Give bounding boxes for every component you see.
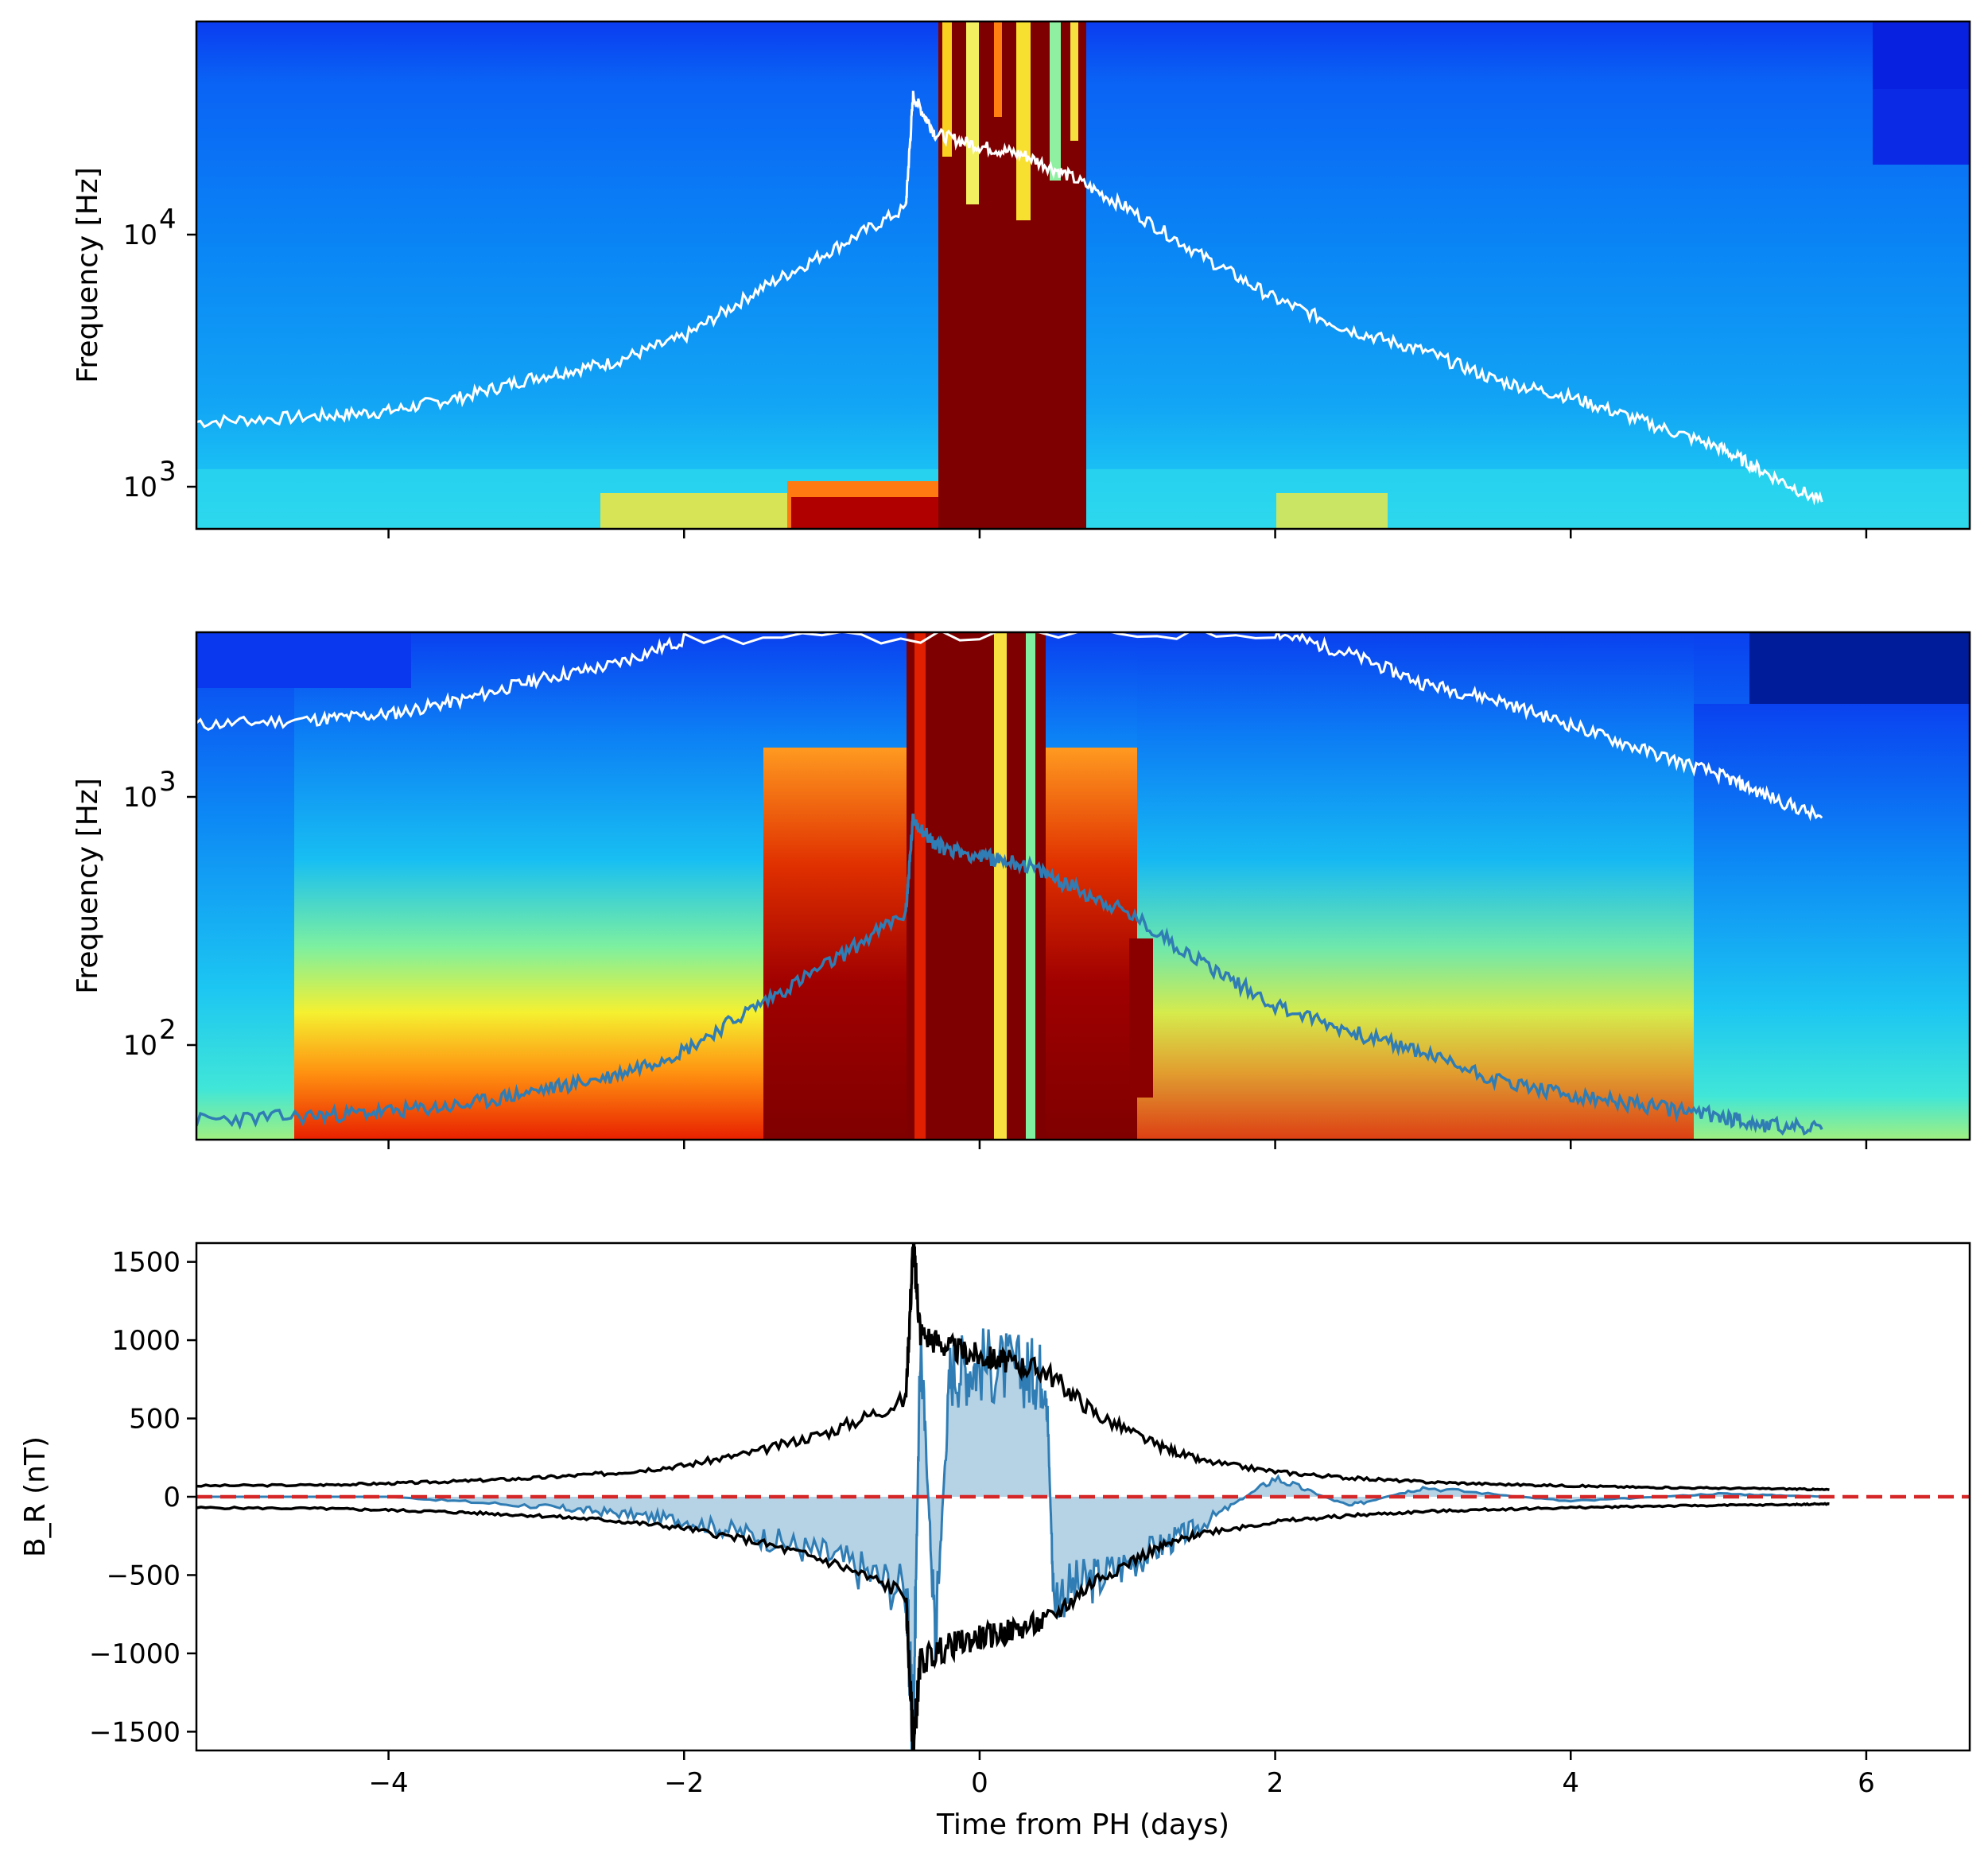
bottom-y-tick-label-1: −1000 [89, 1638, 181, 1670]
svg-text:10: 10 [123, 472, 157, 503]
bottom-x-tick-label-2: 0 [971, 1767, 988, 1799]
top-yellow-patch-right [1276, 493, 1388, 529]
mid-blue-trace [196, 813, 1823, 1136]
top-red-band [791, 497, 938, 529]
top-band-streak-4 [1016, 21, 1031, 220]
bottom-x-axis-label: Time from PH (days) [936, 1809, 1229, 1841]
mid-y-axis-label: Frequency [Hz] [72, 778, 104, 993]
svg-text:10: 10 [123, 782, 157, 814]
envelope-upper [196, 1243, 1830, 1492]
bottom-x-tick-label-1: −2 [664, 1767, 704, 1799]
bottom-y-tick-label-5: 1000 [111, 1325, 181, 1357]
mid-right-cool-region [1694, 704, 1970, 1140]
bottom-x-ticks: −4 −2 0 2 4 6 [369, 1750, 1875, 1799]
top-band-streak-5 [1050, 21, 1061, 181]
svg-text:3: 3 [159, 456, 177, 488]
bottom-x-tick-label-3: 2 [1267, 1767, 1284, 1799]
mid-axes-frame [195, 631, 1971, 1141]
bottom-y-tick-label-6: 1500 [111, 1247, 181, 1279]
top-band-streak-2 [966, 21, 979, 204]
bottom-x-tick-label-4: 4 [1562, 1767, 1579, 1799]
svg-text:2: 2 [159, 1014, 177, 1046]
bottom-x-tick-label-5: 6 [1858, 1767, 1875, 1799]
top-saturated-band [938, 21, 1086, 529]
svg-text:3: 3 [159, 766, 177, 798]
mid-band-streak-2 [994, 632, 1007, 1140]
bottom-y-tick-label-0: −1500 [89, 1716, 181, 1748]
mid-top-dark-strip [196, 632, 411, 688]
mid-right-dark-region [1749, 632, 1970, 704]
bottom-y-axis-label: B_R (nT) [19, 1436, 52, 1557]
bottom-x-tick-label-0: −4 [369, 1767, 409, 1799]
br-fill [196, 1328, 1830, 1750]
top-y-tick-1000: 10 3 [123, 456, 196, 503]
br-line [196, 1328, 1830, 1750]
mid-white-trace [196, 632, 1823, 822]
top-white-trace [196, 91, 1823, 506]
top-y-tick-10000: 10 4 [123, 204, 196, 251]
top-band-streak-3 [994, 21, 1002, 117]
mid-saturated-band [907, 632, 1046, 1140]
svg-text:10: 10 [123, 220, 157, 251]
mid-y-tick-100: 10 2 [123, 1014, 196, 1062]
bottom-y-ticks: −1500 −1000 −500 0 500 1000 1500 [89, 1247, 196, 1748]
top-band-streak-6 [1070, 21, 1078, 141]
top-panel: 10 3 10 4 Frequency [Hz] [72, 20, 1971, 538]
bottom-y-tick-label-2: −500 [107, 1560, 181, 1591]
mid-band-streak-3 [1026, 632, 1035, 1140]
top-band-streak-1 [942, 21, 952, 157]
mid-warm-region-right [1137, 632, 1694, 1140]
bottom-panel: −1500 −1000 −500 0 500 1000 1500 −4 −2 0 2 4 6 B_R … [19, 1241, 1971, 1841]
svg-text:4: 4 [159, 204, 177, 235]
mid-x-ticks [387, 1140, 1868, 1149]
bottom-y-tick-label-3: 0 [163, 1482, 181, 1513]
mid-y-tick-1000: 10 3 [123, 766, 196, 814]
bottom-y-tick-label-4: 500 [129, 1404, 181, 1436]
svg-text:10: 10 [123, 1030, 157, 1062]
middle-panel: 10 2 10 3 Frequency [Hz] [72, 631, 1971, 1149]
envelope-lower [196, 1502, 1830, 1750]
mid-band-streak-1 [914, 632, 926, 1140]
mid-dark-spot [1129, 938, 1153, 1098]
top-y-axis-label: Frequency [Hz] [72, 167, 104, 383]
top-axes-frame [195, 20, 1971, 530]
top-x-ticks [387, 529, 1868, 538]
top-right-dark-cap [1873, 21, 1970, 89]
